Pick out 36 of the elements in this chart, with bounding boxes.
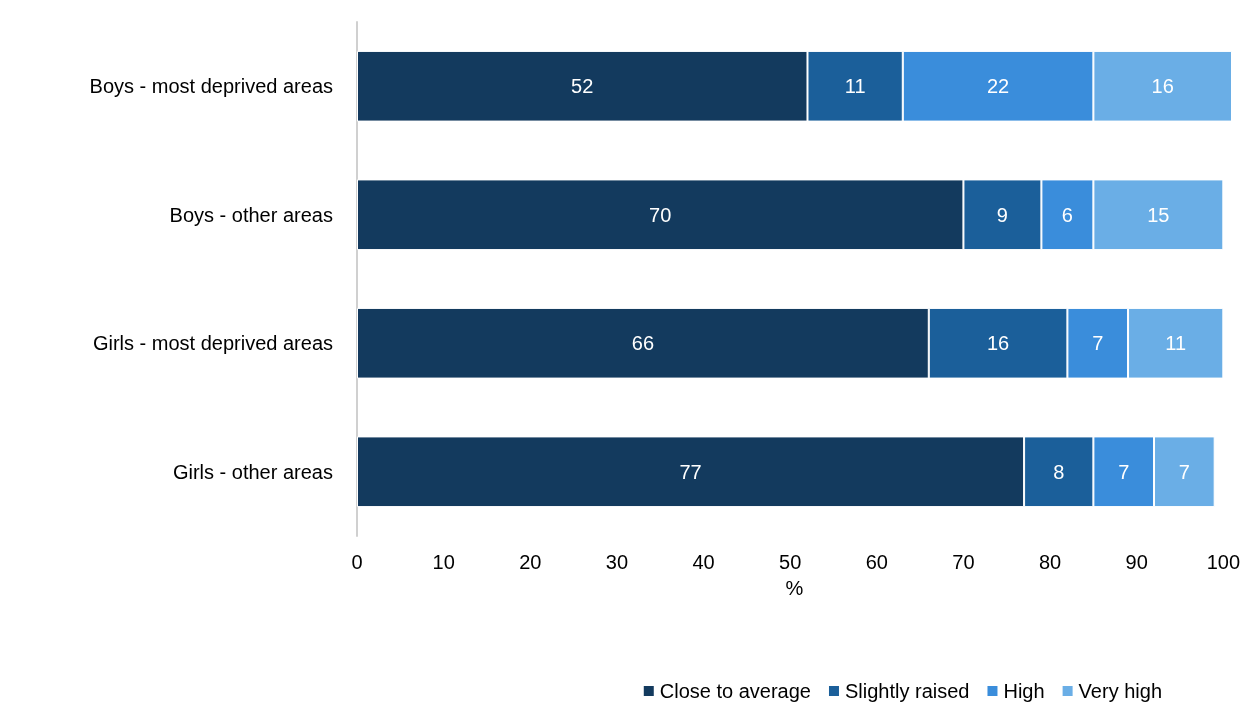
data-label: 6 xyxy=(1061,203,1073,226)
y-tick-label: Girls - most deprived areas xyxy=(92,332,333,355)
legend-label: Very high xyxy=(1078,680,1162,702)
x-tick-label: 20 xyxy=(519,551,542,573)
x-tick-label: 10 xyxy=(432,551,455,573)
data-label: 9 xyxy=(996,203,1008,226)
x-tick-label: 70 xyxy=(952,551,975,573)
data-label: 66 xyxy=(631,332,655,355)
y-tick-label: Boys - other areas xyxy=(169,203,333,226)
data-label: 11 xyxy=(844,75,866,98)
data-label: 8 xyxy=(1053,460,1065,483)
x-tick-label: 0 xyxy=(351,551,363,573)
data-label: 7 xyxy=(1092,332,1104,355)
data-label: 77 xyxy=(679,460,702,483)
data-label: 70 xyxy=(649,203,672,226)
data-label: 7 xyxy=(1118,460,1130,483)
legend-label: Slightly raised xyxy=(844,680,970,702)
data-label: 11 xyxy=(1165,332,1187,355)
data-label: 52 xyxy=(571,75,594,98)
data-label: 15 xyxy=(1147,203,1170,226)
y-tick-label: Boys - most deprived areas xyxy=(89,75,333,98)
legend-label: High xyxy=(1003,680,1045,702)
x-tick-label: 90 xyxy=(1125,551,1148,573)
y-tick-label: Girls - other areas xyxy=(172,460,333,483)
x-tick-label: 100 xyxy=(1206,551,1241,573)
data-label: 7 xyxy=(1178,460,1190,483)
data-label: 16 xyxy=(1151,75,1174,98)
x-tick-label: 50 xyxy=(779,551,802,573)
data-label: 22 xyxy=(986,75,1010,98)
x-tick-label: 30 xyxy=(605,551,629,573)
legend-label: Close to average xyxy=(659,680,811,702)
x-tick-label: 40 xyxy=(692,551,715,573)
x-tick-label: 60 xyxy=(865,551,888,573)
data-label: 16 xyxy=(986,332,1010,355)
x-tick-label: 80 xyxy=(1038,551,1062,573)
x-axis-title: % xyxy=(785,577,804,599)
